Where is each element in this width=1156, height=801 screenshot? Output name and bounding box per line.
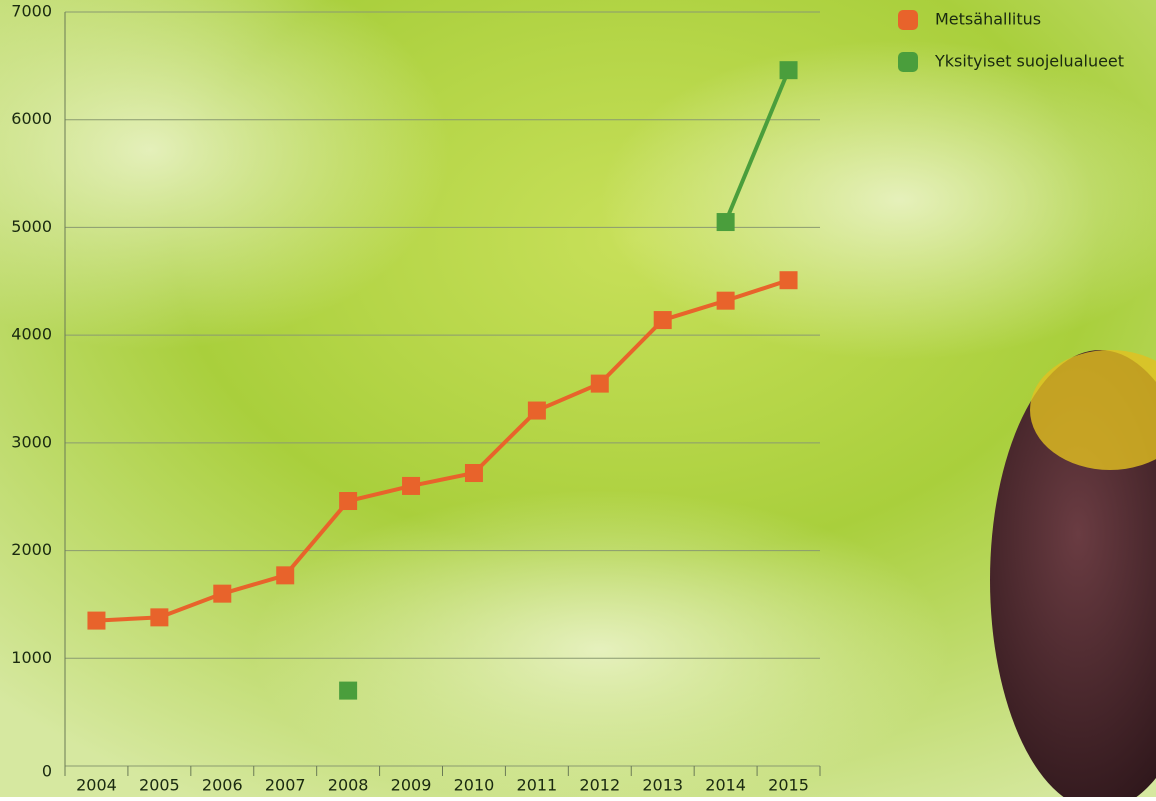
data-point bbox=[779, 61, 798, 80]
series-line bbox=[723, 69, 791, 223]
data-point bbox=[716, 213, 735, 232]
data-point bbox=[87, 611, 106, 630]
legend-label: Yksityiset suojelualueet bbox=[934, 52, 1124, 71]
data-point bbox=[276, 566, 295, 585]
y-tick-label: 4000 bbox=[11, 325, 52, 344]
x-tick-label: 2014 bbox=[705, 776, 746, 795]
series-line bbox=[96, 278, 790, 623]
x-tick-label: 2013 bbox=[642, 776, 683, 795]
data-point bbox=[150, 608, 169, 627]
y-tick-label: 7000 bbox=[11, 2, 52, 21]
background-light bbox=[250, 490, 950, 801]
cone-decoration bbox=[1030, 350, 1156, 470]
x-tick-label: 2006 bbox=[202, 776, 243, 795]
data-point bbox=[402, 476, 421, 495]
y-tick-label: 1000 bbox=[11, 648, 52, 667]
data-point bbox=[213, 584, 232, 603]
x-tick-label: 2007 bbox=[265, 776, 306, 795]
data-point bbox=[779, 271, 798, 290]
x-tick-label: 2009 bbox=[391, 776, 432, 795]
y-tick-label: 3000 bbox=[11, 432, 52, 451]
x-tick-label: 2012 bbox=[579, 776, 620, 795]
x-tick-label: 2005 bbox=[139, 776, 180, 795]
data-point bbox=[527, 401, 546, 420]
data-point bbox=[464, 464, 483, 483]
data-point bbox=[339, 492, 358, 511]
data-point bbox=[339, 681, 358, 700]
y-tick-label: 0 bbox=[42, 762, 52, 781]
data-point bbox=[590, 374, 609, 393]
x-tick-label: 2008 bbox=[328, 776, 369, 795]
background-light bbox=[0, 0, 450, 350]
x-tick-label: 2011 bbox=[517, 776, 558, 795]
legend-marker bbox=[898, 52, 918, 72]
x-tick-label: 2004 bbox=[76, 776, 117, 795]
x-tick-label: 2015 bbox=[768, 776, 809, 795]
y-tick-label: 6000 bbox=[11, 109, 52, 128]
y-tick-label: 5000 bbox=[11, 217, 52, 236]
legend-marker bbox=[898, 10, 918, 30]
data-point bbox=[653, 311, 672, 330]
data-point bbox=[716, 291, 735, 310]
x-tick-label: 2010 bbox=[454, 776, 495, 795]
y-tick-label: 2000 bbox=[11, 540, 52, 559]
legend-label: Metsähallitus bbox=[935, 10, 1041, 29]
